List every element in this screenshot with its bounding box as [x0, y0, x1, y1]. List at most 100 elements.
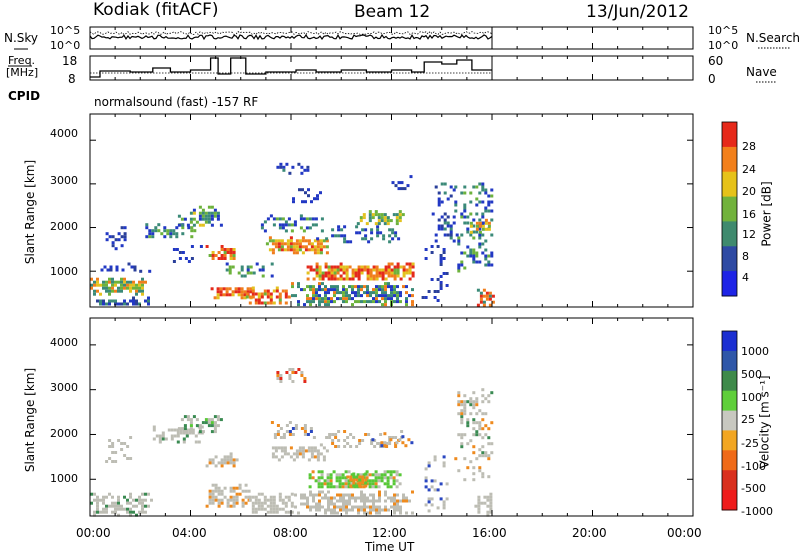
power-cell	[300, 165, 304, 169]
power-cell	[405, 297, 408, 301]
velocity-cell	[377, 473, 381, 477]
velocity-cell	[365, 476, 369, 480]
velocity-cell	[96, 507, 99, 511]
velocity-cell	[300, 371, 304, 374]
velocity-cell	[304, 449, 308, 453]
power-cell	[93, 292, 96, 296]
velocity-cell	[329, 473, 333, 477]
power-cell	[437, 197, 441, 201]
velocity-cell	[481, 427, 485, 431]
velocity-cell	[366, 511, 369, 515]
velocity-cell	[430, 485, 434, 489]
velocity-cell	[347, 470, 351, 474]
power-cell	[324, 297, 327, 301]
power-cell	[440, 224, 444, 228]
velocity-cell	[254, 501, 258, 505]
power-cell	[362, 216, 366, 220]
power-cell	[177, 214, 181, 218]
power-cell	[436, 290, 440, 293]
velocity-cell	[93, 492, 96, 496]
power-cell	[315, 294, 318, 298]
power-cell	[475, 212, 479, 216]
power-cell	[376, 234, 380, 238]
power-cell	[114, 299, 117, 303]
velocity-cell	[235, 492, 239, 496]
velocity-cell	[241, 489, 245, 493]
power-cell	[491, 294, 495, 298]
velocity-cell	[327, 508, 330, 512]
power-cell	[219, 223, 223, 227]
power-cell	[280, 239, 284, 243]
velocity-cell	[263, 495, 267, 499]
power-cell	[478, 221, 482, 225]
power-cell	[192, 223, 196, 227]
power-cell	[133, 265, 137, 269]
velocity-cell	[352, 484, 356, 488]
power-cell	[490, 218, 494, 222]
velocity-cell	[489, 504, 493, 508]
velocity-cell	[331, 433, 335, 436]
velocity-cell	[358, 478, 362, 482]
velocity-cell	[360, 505, 363, 509]
power-cell	[300, 288, 303, 292]
velocity-cell	[288, 421, 292, 424]
velocity-cell	[466, 424, 470, 428]
power-cell	[307, 188, 310, 192]
velocity-cell	[126, 498, 129, 502]
velocity-colorbar-swatch	[722, 450, 737, 471]
power-cell	[268, 236, 272, 240]
power-cell	[475, 203, 479, 207]
power-cell	[454, 209, 458, 213]
power-cell	[437, 227, 441, 231]
velocity-cell	[478, 409, 482, 413]
velocity-cell	[463, 403, 467, 407]
power-cell	[297, 285, 300, 289]
power-cell	[100, 268, 104, 272]
power-cell	[327, 268, 331, 272]
velocity-cell	[105, 507, 108, 511]
power-cell	[478, 200, 482, 204]
power-cell	[303, 303, 306, 307]
power-cell	[268, 239, 272, 243]
power-cell	[457, 263, 461, 267]
power-cell	[181, 232, 185, 236]
power-cell	[108, 302, 111, 306]
velocity-cell	[287, 498, 291, 502]
power-cell	[231, 293, 235, 297]
power-cell	[339, 277, 343, 281]
power-cell	[390, 271, 394, 275]
velocity-cell	[102, 507, 105, 511]
power-cell	[443, 221, 447, 225]
power-cell	[138, 283, 141, 287]
velocity-cell	[347, 485, 351, 489]
power-cell	[391, 237, 395, 241]
power-cell	[275, 295, 279, 299]
power-cell	[249, 290, 253, 294]
power-cell	[475, 227, 479, 231]
power-cell	[318, 285, 321, 289]
power-cell	[336, 285, 339, 289]
velocity-cell	[161, 431, 165, 435]
power-cell	[365, 222, 369, 226]
velocity-cell	[219, 418, 223, 422]
power-cell	[449, 224, 453, 228]
power-cell	[120, 235, 124, 239]
power-cell	[411, 262, 415, 266]
power-cell	[291, 282, 294, 286]
velocity-cell	[433, 488, 437, 492]
velocity-cell	[442, 500, 446, 504]
velocity-cell	[350, 482, 354, 486]
velocity-cell	[378, 493, 381, 497]
velocity-cell	[303, 424, 307, 427]
velocity-cell	[469, 397, 473, 401]
velocity-cell	[483, 495, 487, 499]
power-cell	[327, 288, 330, 292]
power-cell	[357, 274, 361, 278]
velocity-cell	[220, 461, 224, 465]
velocity-cell	[360, 496, 363, 500]
velocity-cell	[117, 495, 120, 499]
power-cell	[319, 245, 323, 249]
power-cell	[229, 257, 233, 260]
power-cell	[333, 271, 337, 275]
power-cell	[278, 292, 282, 296]
